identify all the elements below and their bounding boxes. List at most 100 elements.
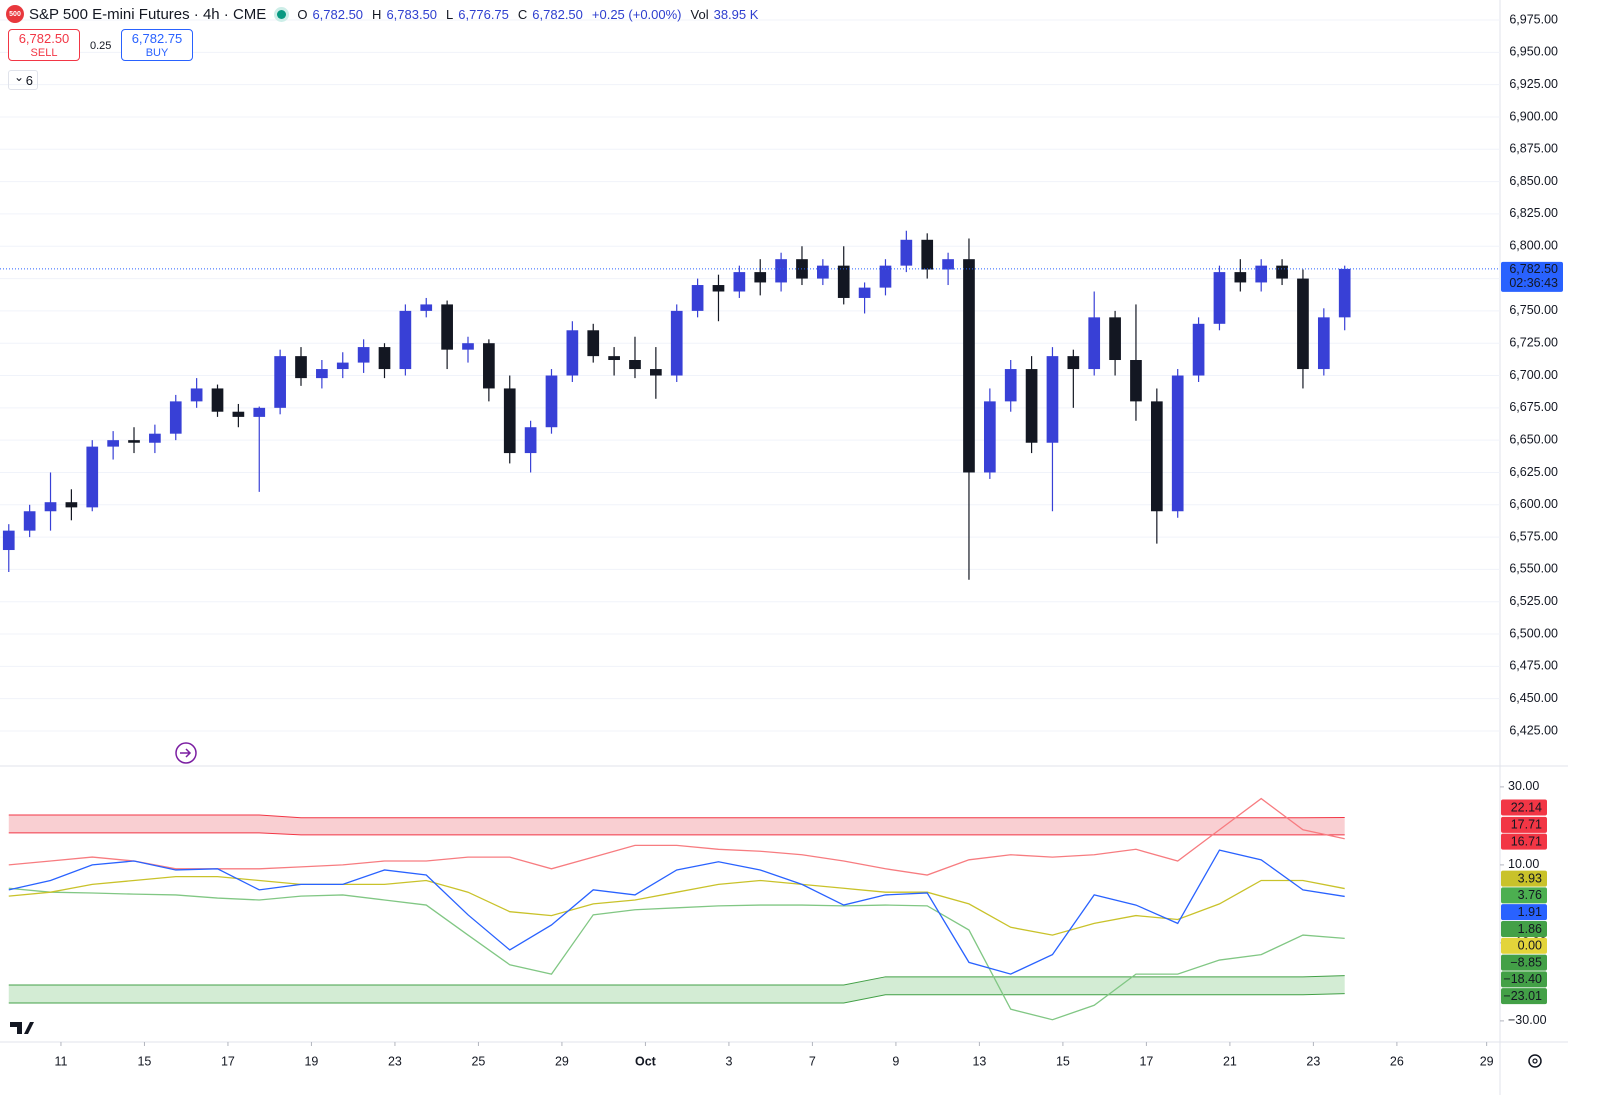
- ohlc-value: 6,783.50: [386, 6, 438, 22]
- value-badge-label: 17.71: [1511, 818, 1542, 832]
- band-lower: [8, 993, 1345, 1004]
- candle-body: [1067, 356, 1080, 370]
- x-tick-label: 23: [388, 1054, 402, 1068]
- ohlc-key: H: [372, 6, 382, 22]
- ohlc-value: 6,776.75: [458, 6, 509, 22]
- value-badge-label: 16.71: [1511, 834, 1542, 848]
- value-badge-label: 3.76: [1518, 888, 1542, 902]
- candle-body: [566, 330, 579, 376]
- candle-body: [629, 360, 641, 370]
- candle-body: [86, 446, 99, 508]
- candle-body: [900, 239, 913, 266]
- candle-body: [1317, 317, 1330, 370]
- candle-body: [503, 388, 516, 454]
- value-badge-label: 1.91: [1518, 905, 1542, 919]
- indicator-line: [8, 797, 1345, 876]
- candle-body: [44, 502, 57, 512]
- ohlc-key: C: [517, 6, 528, 22]
- candle-body: [128, 440, 140, 443]
- value-badge: [1501, 904, 1547, 921]
- value-badge: [1501, 988, 1547, 1005]
- candle-body: [879, 265, 892, 288]
- y-tick-label: 6,550.00: [1509, 562, 1558, 576]
- value-badge-label: 1.86: [1518, 922, 1542, 936]
- candle-body: [483, 343, 495, 389]
- y-tick-label: 30.00: [1508, 779, 1539, 793]
- y-tick-label: 6,500.00: [1509, 626, 1558, 640]
- x-tick-label: 23: [1306, 1054, 1320, 1068]
- x-tick-label: 25: [471, 1054, 485, 1068]
- band-lower: [8, 832, 1345, 836]
- candle-body: [1130, 360, 1142, 402]
- go-to-icon[interactable]: [175, 742, 197, 764]
- candle-body: [107, 440, 119, 447]
- candle-body: [253, 407, 266, 417]
- y-tick-label: 6,475.00: [1509, 659, 1558, 673]
- buy-button[interactable]: 6,782.75 BUY: [121, 29, 193, 61]
- candle-body: [399, 310, 412, 370]
- x-tick-label: 7: [809, 1054, 816, 1068]
- x-tick-label: 29: [1480, 1054, 1494, 1068]
- indicators-toggle[interactable]: 6: [8, 67, 38, 90]
- candle-body: [670, 310, 683, 376]
- candle-body: [1150, 401, 1163, 512]
- y-tick-label: 6,900.00: [1509, 109, 1558, 123]
- candle-body: [587, 330, 600, 357]
- y-tick-label: 6,725.00: [1509, 335, 1558, 349]
- candle-body: [691, 285, 704, 311]
- value-badge: [1501, 833, 1547, 850]
- settings-icon[interactable]: [1528, 1054, 1542, 1068]
- band-fill: [8, 814, 1345, 835]
- candle-body: [963, 259, 975, 473]
- symbol-title[interactable]: S&P 500 E-mini Futures · 4h · CME: [29, 5, 267, 23]
- y-tick-label: 6,450.00: [1509, 691, 1558, 705]
- candle-body: [1109, 317, 1121, 361]
- x-tick-label: 17: [1139, 1054, 1153, 1068]
- candle-body: [1171, 375, 1184, 512]
- candle-body: [1046, 356, 1059, 443]
- value-badge-label: −23.01: [1503, 989, 1542, 1003]
- band-upper: [8, 814, 1345, 819]
- candle-body: [733, 272, 746, 292]
- value-badge: [1501, 887, 1547, 904]
- candle-body: [754, 272, 767, 283]
- y-tick-label: 6,950.00: [1509, 45, 1558, 59]
- y-tick-label: 6,425.00: [1509, 723, 1558, 737]
- y-tick-label: 6,875.00: [1509, 142, 1558, 156]
- candle-body: [942, 259, 954, 270]
- value-badge: [1501, 920, 1547, 937]
- ohlc-value: 6,782.50: [312, 6, 364, 22]
- candle-body: [1297, 278, 1309, 370]
- value-badge-label: 0.00: [1518, 939, 1542, 953]
- candle-body: [2, 530, 15, 551]
- y-tick-label: 6,575.00: [1509, 529, 1558, 543]
- value-badge-label: 22.14: [1511, 800, 1542, 814]
- x-tick-label: 21: [1223, 1054, 1237, 1068]
- y-tick-label: 6,750.00: [1509, 303, 1558, 317]
- y-tick-label: 6,850.00: [1509, 174, 1558, 188]
- candle-body: [608, 356, 620, 361]
- settings-icon-center: [1532, 1058, 1538, 1064]
- value-badge: [1501, 816, 1547, 833]
- sell-button[interactable]: 6,782.50 SELL: [8, 29, 80, 61]
- indicator-line: [8, 875, 1345, 936]
- band-upper: [8, 975, 1345, 986]
- spread: 0.25: [90, 40, 112, 52]
- ohlc-value: 6,782.50: [532, 6, 583, 22]
- last-price-label: 6,782.50: [1509, 262, 1558, 276]
- candle-body: [1004, 369, 1017, 402]
- ohlc-key: L: [446, 6, 454, 22]
- candle-body: [837, 265, 850, 298]
- y-tick-label: 6,925.00: [1509, 77, 1558, 91]
- volume-key: Vol: [690, 6, 709, 22]
- candle-body: [190, 388, 203, 402]
- candle-body: [1192, 323, 1205, 376]
- candle-body: [378, 347, 391, 370]
- candle-body: [274, 356, 286, 408]
- market-status[interactable]: [277, 9, 287, 19]
- countdown: 02:36:43: [1509, 276, 1558, 290]
- candle-body: [357, 347, 370, 363]
